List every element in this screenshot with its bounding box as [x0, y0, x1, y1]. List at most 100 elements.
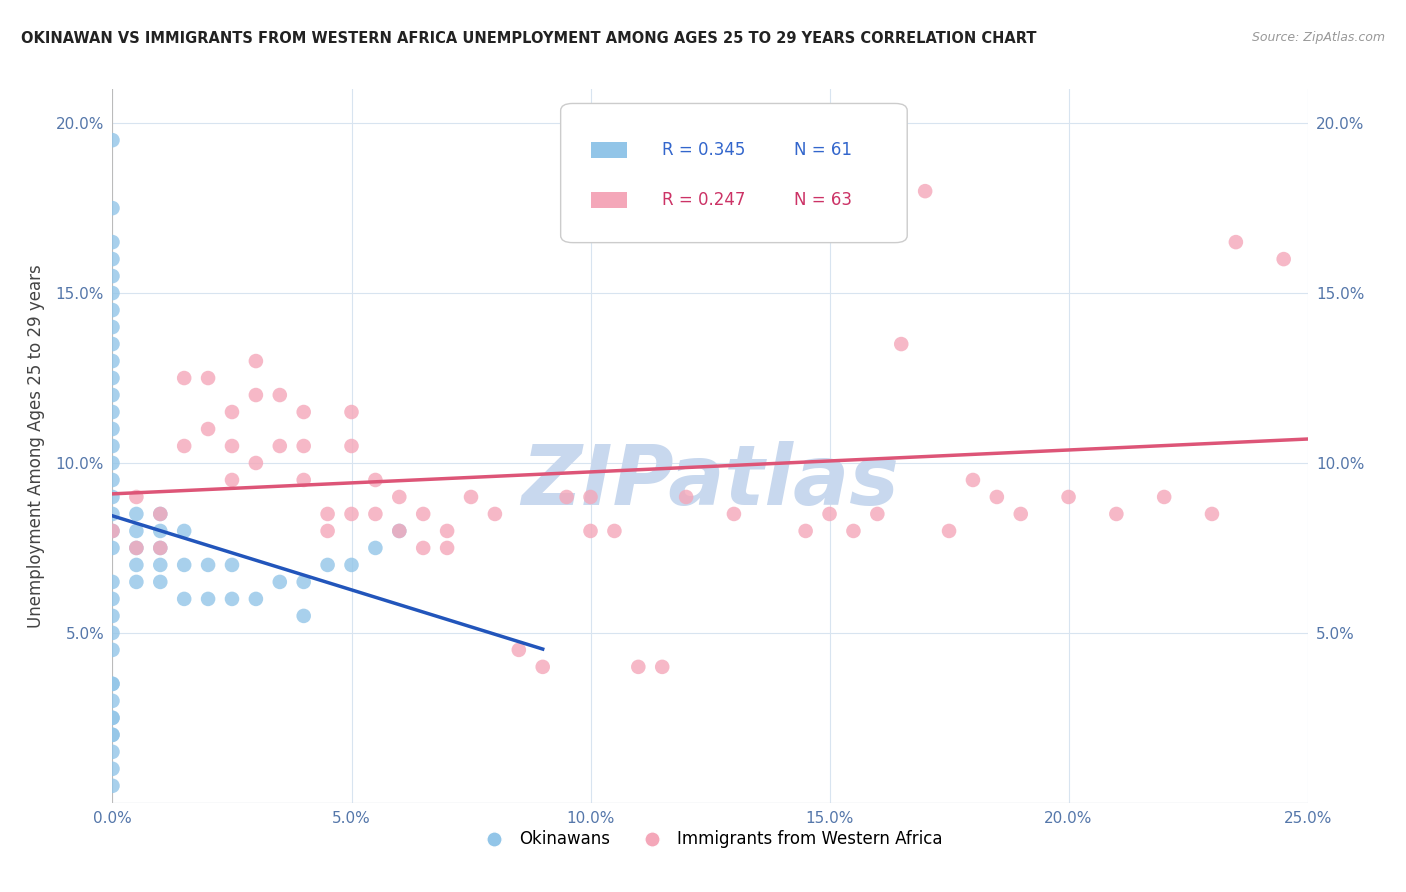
- Point: [125, 558, 148, 572]
- Point: [149, 507, 172, 521]
- Point: [101, 252, 124, 266]
- Y-axis label: Unemployment Among Ages 25 to 29 years: Unemployment Among Ages 25 to 29 years: [27, 264, 45, 628]
- Point: [1153, 490, 1175, 504]
- Point: [388, 490, 411, 504]
- FancyBboxPatch shape: [561, 103, 907, 243]
- Point: [914, 184, 936, 198]
- Point: [938, 524, 960, 538]
- Point: [101, 728, 124, 742]
- Point: [101, 507, 124, 521]
- Point: [197, 591, 219, 606]
- Point: [101, 524, 124, 538]
- Point: [245, 456, 267, 470]
- Point: [101, 388, 124, 402]
- Point: [460, 490, 482, 504]
- Point: [149, 541, 172, 555]
- Point: [125, 541, 148, 555]
- Point: [101, 371, 124, 385]
- Bar: [591, 192, 627, 208]
- Point: [101, 608, 124, 623]
- Point: [292, 439, 315, 453]
- Point: [149, 524, 172, 538]
- Point: [269, 388, 291, 402]
- Point: [436, 541, 458, 555]
- Text: N = 61: N = 61: [794, 141, 852, 159]
- Point: [484, 507, 506, 521]
- Point: [197, 558, 219, 572]
- Point: [340, 405, 363, 419]
- Text: OKINAWAN VS IMMIGRANTS FROM WESTERN AFRICA UNEMPLOYMENT AMONG AGES 25 TO 29 YEAR: OKINAWAN VS IMMIGRANTS FROM WESTERN AFRI…: [21, 31, 1036, 46]
- Point: [101, 711, 124, 725]
- Point: [101, 456, 124, 470]
- Point: [245, 354, 267, 368]
- Point: [221, 473, 243, 487]
- Point: [292, 608, 315, 623]
- Point: [747, 201, 769, 215]
- Point: [101, 405, 124, 419]
- Point: [269, 574, 291, 589]
- Point: [125, 541, 148, 555]
- Point: [149, 541, 172, 555]
- Point: [149, 507, 172, 521]
- Point: [962, 473, 984, 487]
- Point: [101, 677, 124, 691]
- Point: [101, 643, 124, 657]
- Point: [101, 524, 124, 538]
- Point: [555, 490, 578, 504]
- Point: [101, 677, 124, 691]
- Point: [316, 507, 339, 521]
- Text: Source: ZipAtlas.com: Source: ZipAtlas.com: [1251, 31, 1385, 45]
- Point: [675, 490, 697, 504]
- Point: [842, 524, 865, 538]
- Point: [436, 524, 458, 538]
- Point: [890, 337, 912, 351]
- Point: [125, 490, 148, 504]
- Point: [101, 439, 124, 453]
- Point: [986, 490, 1008, 504]
- Point: [149, 558, 172, 572]
- Point: [101, 320, 124, 334]
- Text: R = 0.247: R = 0.247: [662, 191, 745, 209]
- Point: [101, 303, 124, 318]
- Point: [173, 524, 195, 538]
- Point: [1057, 490, 1080, 504]
- Point: [101, 235, 124, 249]
- Point: [101, 711, 124, 725]
- Point: [1010, 507, 1032, 521]
- Point: [101, 745, 124, 759]
- Point: [627, 660, 650, 674]
- Point: [125, 524, 148, 538]
- Point: [101, 354, 124, 368]
- Point: [866, 507, 889, 521]
- Point: [531, 660, 554, 674]
- Point: [770, 167, 793, 181]
- Point: [1105, 507, 1128, 521]
- Point: [1272, 252, 1295, 266]
- Point: [364, 507, 387, 521]
- Point: [412, 507, 434, 521]
- Point: [101, 779, 124, 793]
- Point: [794, 524, 817, 538]
- Point: [723, 507, 745, 521]
- Point: [149, 574, 172, 589]
- Point: [364, 541, 387, 555]
- Point: [197, 422, 219, 436]
- Point: [173, 558, 195, 572]
- Point: [221, 405, 243, 419]
- Point: [292, 574, 315, 589]
- Point: [221, 591, 243, 606]
- Point: [412, 541, 434, 555]
- Point: [173, 591, 195, 606]
- Point: [388, 524, 411, 538]
- Point: [101, 574, 124, 589]
- Point: [316, 558, 339, 572]
- Point: [101, 762, 124, 776]
- Point: [101, 286, 124, 301]
- Point: [579, 490, 602, 504]
- Point: [269, 439, 291, 453]
- Point: [101, 591, 124, 606]
- Point: [173, 439, 195, 453]
- Bar: [591, 142, 627, 158]
- Point: [818, 507, 841, 521]
- Point: [101, 133, 124, 147]
